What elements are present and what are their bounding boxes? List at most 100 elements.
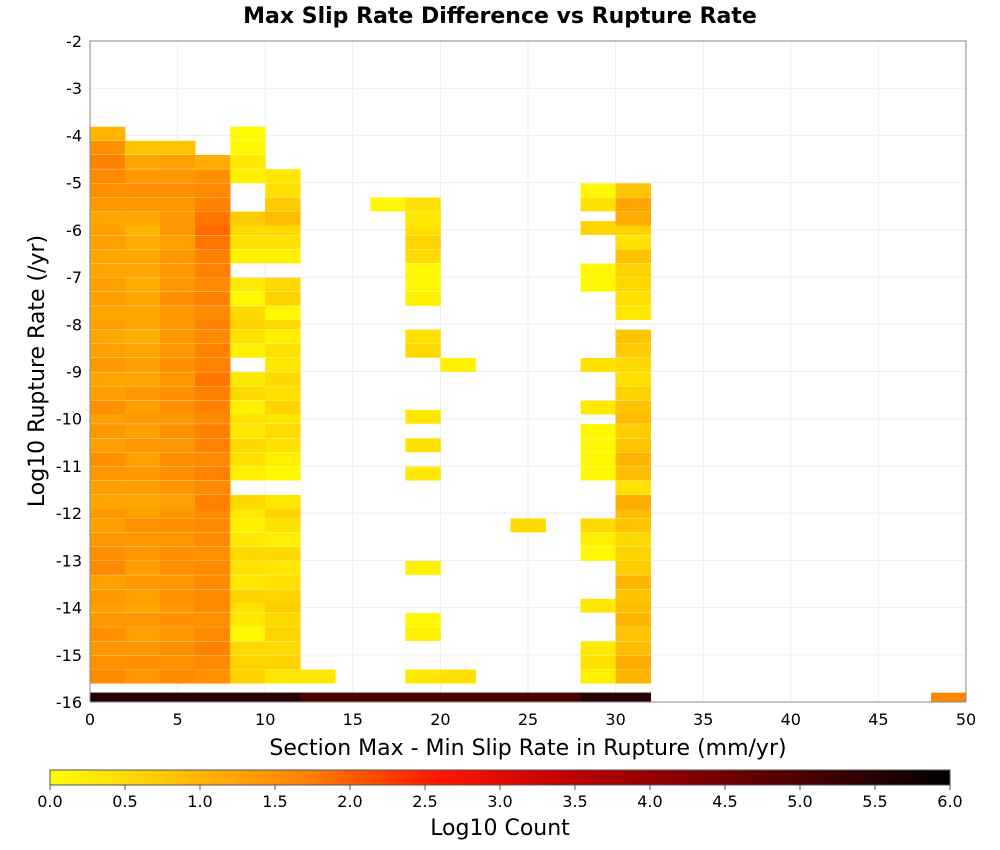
heatmap-cell bbox=[160, 197, 196, 212]
heatmap-cell bbox=[125, 669, 161, 684]
heatmap-cell bbox=[405, 197, 441, 212]
heatmap-cell bbox=[230, 641, 266, 656]
heatmap-cell bbox=[230, 627, 266, 641]
heatmap-cell bbox=[90, 532, 126, 547]
heatmap-cell bbox=[265, 494, 301, 509]
heatmap-cell bbox=[90, 386, 126, 401]
heatmap-cell bbox=[405, 235, 441, 250]
heatmap-cell bbox=[160, 561, 196, 575]
heatmap-cell bbox=[615, 613, 651, 627]
heatmap-cell bbox=[230, 235, 266, 250]
heatmap-cell bbox=[90, 438, 126, 453]
heatmap-cell bbox=[615, 211, 651, 226]
heatmap-cell bbox=[265, 466, 301, 481]
heatmap-cell bbox=[90, 329, 126, 344]
heatmap-cell bbox=[440, 669, 476, 684]
heatmap-cell bbox=[615, 329, 651, 344]
heatmap-cell bbox=[405, 211, 441, 226]
heatmap-cell bbox=[405, 249, 441, 264]
heatmap-cell bbox=[160, 358, 196, 372]
heatmap-cell bbox=[265, 589, 301, 604]
heatmap-cell bbox=[230, 249, 266, 264]
heatmap-cell bbox=[300, 692, 336, 703]
heatmap-cell bbox=[195, 372, 231, 387]
heatmap-cell bbox=[125, 372, 161, 387]
heatmap-cell bbox=[125, 438, 161, 453]
heatmap-cell bbox=[615, 438, 651, 453]
heatmap-cell bbox=[580, 358, 616, 372]
heatmap-cell bbox=[90, 546, 126, 561]
heatmap-cell bbox=[125, 386, 161, 401]
heatmap-cell bbox=[265, 358, 301, 372]
heatmap-cell bbox=[580, 641, 616, 656]
heatmap-cell bbox=[160, 306, 196, 320]
x-tick-label: 5 bbox=[173, 710, 183, 729]
heatmap-cell bbox=[160, 386, 196, 401]
heatmap-cell bbox=[160, 249, 196, 264]
heatmap-cell bbox=[265, 169, 301, 184]
heatmap-cell bbox=[931, 692, 967, 703]
y-tick-label: -3 bbox=[66, 79, 82, 98]
heatmap-cell bbox=[615, 183, 651, 198]
x-tick-label: 25 bbox=[518, 710, 538, 729]
colorbar-tick-label: 2.5 bbox=[412, 792, 437, 811]
x-tick-label: 15 bbox=[343, 710, 363, 729]
heatmap-cell bbox=[90, 140, 126, 155]
heatmap-cell bbox=[370, 197, 406, 212]
heatmap-cell bbox=[265, 329, 301, 344]
heatmap-cell bbox=[265, 532, 301, 547]
heatmap-cell bbox=[615, 197, 651, 212]
heatmap-cell bbox=[125, 263, 161, 278]
heatmap-cell bbox=[580, 655, 616, 670]
heatmap-cell bbox=[195, 358, 231, 372]
heatmap-cell bbox=[125, 211, 161, 226]
heatmap-cell bbox=[90, 306, 126, 320]
heatmap-cell bbox=[230, 277, 266, 292]
heatmap-cell bbox=[125, 155, 161, 169]
heatmap-cell bbox=[230, 438, 266, 453]
heatmap-cell bbox=[265, 655, 301, 670]
heatmap-cell bbox=[265, 692, 301, 703]
heatmap-cell bbox=[405, 561, 441, 575]
heatmap-cell bbox=[580, 692, 616, 703]
heatmap-cell bbox=[195, 494, 231, 509]
x-axis-ticks: 0 5 10 15 20 25 30 35 40 45 50 bbox=[85, 710, 976, 729]
colorbar-tick-label: 4.0 bbox=[637, 792, 662, 811]
heatmap-cell bbox=[195, 655, 231, 670]
heatmap-cell bbox=[405, 669, 441, 684]
heatmap-cell bbox=[580, 466, 616, 481]
plot-frame bbox=[89, 40, 967, 703]
heatmap-cell bbox=[160, 438, 196, 453]
heatmap-cell bbox=[580, 400, 616, 415]
colorbar-tick-label: 6.0 bbox=[937, 792, 962, 811]
heatmap-cell bbox=[440, 358, 476, 372]
heatmap-cell bbox=[90, 692, 126, 703]
heatmap-cell bbox=[230, 306, 266, 320]
heatmap-cell bbox=[615, 518, 651, 533]
heatmap-cell bbox=[265, 277, 301, 292]
y-tick-label: -8 bbox=[66, 315, 82, 334]
heatmap-cell bbox=[160, 518, 196, 533]
heatmap-cell bbox=[90, 277, 126, 292]
heatmap-cell bbox=[160, 494, 196, 509]
heatmap-cell bbox=[265, 306, 301, 320]
x-tick-label: 45 bbox=[868, 710, 888, 729]
x-tick-label: 20 bbox=[430, 710, 450, 729]
heatmap-cell bbox=[125, 400, 161, 415]
heatmap-cell bbox=[405, 277, 441, 292]
heatmap-cell bbox=[195, 211, 231, 226]
heatmap-cell bbox=[615, 627, 651, 641]
heatmap-cell bbox=[230, 546, 266, 561]
y-tick-label: -14 bbox=[56, 599, 82, 618]
heatmap-cell bbox=[230, 126, 266, 141]
heatmap-cell bbox=[230, 386, 266, 401]
colorbar bbox=[49, 769, 951, 786]
heatmap-cell bbox=[615, 372, 651, 387]
y-tick-label: -11 bbox=[56, 457, 82, 476]
heatmap-cell bbox=[195, 277, 231, 292]
heatmap-cell bbox=[160, 532, 196, 547]
heatmap-cell bbox=[405, 263, 441, 278]
heatmap-cell bbox=[125, 518, 161, 533]
heatmap-cell bbox=[265, 424, 301, 438]
heatmap-cell bbox=[90, 518, 126, 533]
